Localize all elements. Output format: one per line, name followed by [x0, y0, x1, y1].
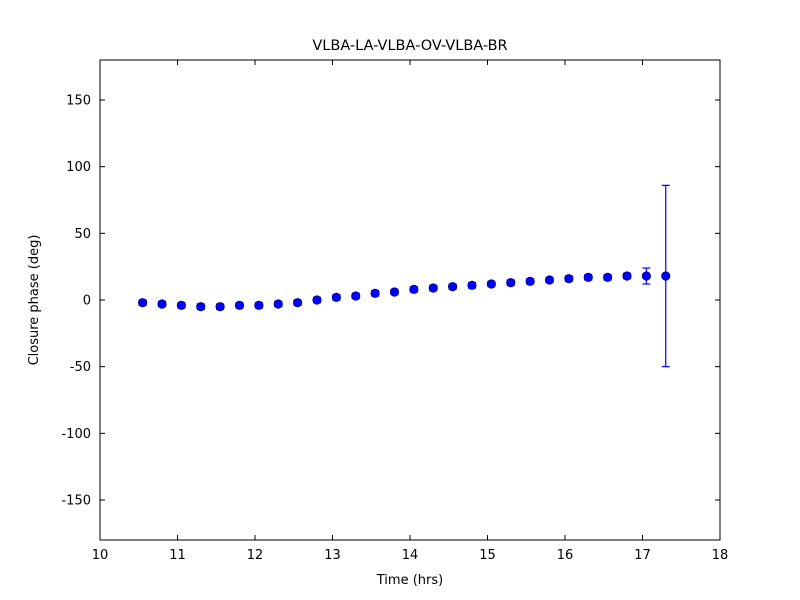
data-point [138, 298, 148, 308]
x-axis-label: Time (hrs) [376, 573, 443, 588]
axes-frame [99, 59, 721, 541]
data-point [273, 299, 283, 309]
data-point [234, 300, 245, 310]
y-tick-label: -150 [61, 494, 91, 509]
data-point [254, 300, 264, 310]
y-axis-label: Closure phase (deg) [27, 235, 42, 366]
data-point [331, 292, 341, 302]
x-tick-label: 11 [169, 548, 186, 563]
y-tick-label: 150 [66, 94, 91, 109]
x-tick-label: 18 [712, 548, 729, 563]
data-point [389, 287, 400, 297]
data-point [448, 282, 458, 292]
x-tick-label: 12 [247, 548, 264, 563]
x-tick-label: 13 [324, 548, 341, 563]
data-point [506, 278, 516, 288]
data-point [641, 271, 651, 281]
data-point [409, 284, 419, 294]
data-point [603, 272, 613, 282]
y-tick-label: 0 [83, 294, 91, 309]
x-tick-label: 16 [557, 548, 574, 563]
chart-title: VLBA-LA-VLBA-OV-VLBA-BR [312, 38, 507, 54]
data-point [196, 302, 206, 312]
x-tick-label: 14 [402, 548, 419, 563]
y-tick-label: -100 [61, 427, 91, 442]
data-point [293, 298, 303, 308]
y-tick-label: 100 [66, 160, 91, 175]
data-point [622, 271, 632, 281]
data-point [351, 291, 361, 301]
data-point [312, 295, 322, 305]
data-point [467, 280, 477, 290]
data-point [583, 272, 593, 282]
data-point [486, 279, 496, 289]
x-tick-label: 15 [479, 548, 496, 563]
data-point [157, 299, 167, 309]
y-tick-label: 50 [74, 227, 91, 242]
data-point [525, 276, 535, 286]
y-tick-label: -50 [70, 360, 91, 375]
data-point [176, 300, 186, 310]
data-point [661, 271, 671, 281]
data-point [215, 302, 225, 312]
data-point [370, 288, 380, 298]
data-point [564, 274, 574, 284]
data-point [428, 283, 438, 293]
x-tick-label: 17 [634, 548, 651, 563]
x-tick-label: 10 [92, 548, 109, 563]
data-point [544, 275, 555, 285]
